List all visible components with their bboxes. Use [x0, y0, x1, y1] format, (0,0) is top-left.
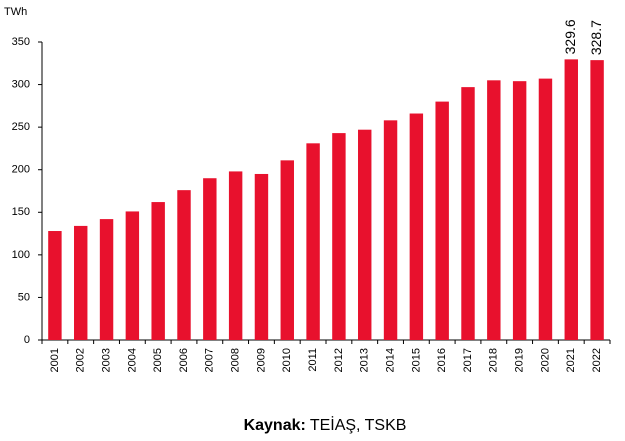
bar [74, 225, 88, 340]
x-tick-label: 2010 [281, 348, 293, 372]
x-tick-label: 2018 [488, 348, 500, 372]
bar [512, 81, 527, 340]
bar [254, 173, 269, 340]
y-tick-label: 250 [12, 121, 30, 133]
bar [48, 231, 62, 340]
bar [151, 202, 165, 340]
bar [487, 80, 501, 341]
bar [203, 178, 217, 340]
x-tick-label: 2006 [178, 348, 190, 372]
x-tick-label: 2014 [384, 348, 396, 372]
bar [358, 129, 372, 340]
y-unit: TWh [4, 6, 27, 18]
x-tick-label: 2009 [255, 348, 267, 372]
x-tick-label: 2015 [410, 348, 422, 372]
x-tick-label: 2007 [204, 348, 216, 372]
bar [538, 78, 553, 341]
y-tick-label: 300 [12, 78, 30, 90]
bar [383, 120, 398, 341]
y-tick-label: 0 [24, 334, 30, 346]
bar [125, 211, 140, 340]
bar [228, 171, 243, 340]
y-tick-label: 50 [18, 291, 30, 303]
x-tick-label: 2005 [152, 348, 164, 372]
x-tick-label: 2002 [75, 348, 87, 372]
data-label: 328.7 [588, 20, 604, 55]
bar [177, 190, 191, 340]
data-label: 329.6 [562, 19, 578, 54]
bar [99, 219, 114, 340]
bar [590, 60, 604, 340]
x-tick-label: 2003 [100, 348, 112, 372]
bar [332, 133, 346, 340]
y-tick-label: 100 [12, 249, 30, 261]
bar [564, 59, 578, 341]
source: Kaynak: TEİAŞ, TSKB [244, 415, 407, 434]
y-tick-label: 150 [12, 206, 30, 218]
x-tick-label: 2012 [333, 348, 345, 372]
bar [306, 143, 320, 340]
source-text: TEİAŞ, TSKB [310, 415, 407, 434]
x-tick-label: 2021 [565, 348, 577, 372]
x-tick-label: 2017 [462, 348, 474, 372]
x-tick-label: 2008 [230, 348, 242, 372]
y-tick-label: 200 [12, 164, 30, 176]
x-tick-label: 2004 [126, 348, 138, 372]
bar [435, 101, 449, 340]
x-tick-label: 2011 [307, 348, 319, 372]
source-label: Kaynak: [244, 417, 306, 434]
y-tick-label: 350 [12, 36, 30, 48]
bar [461, 87, 475, 340]
x-tick-label: 2020 [539, 348, 551, 372]
x-tick-label: 2019 [514, 348, 526, 372]
x-tick-label: 2013 [359, 348, 371, 372]
bar [280, 160, 294, 340]
x-tick-label: 2001 [49, 348, 61, 372]
x-tick-label: 2022 [591, 348, 603, 372]
bar [409, 113, 424, 341]
x-tick-label: 2016 [436, 348, 448, 372]
